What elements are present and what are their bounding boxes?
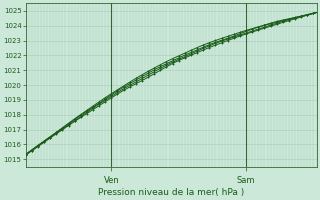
X-axis label: Pression niveau de la mer( hPa ): Pression niveau de la mer( hPa ) — [98, 188, 244, 197]
